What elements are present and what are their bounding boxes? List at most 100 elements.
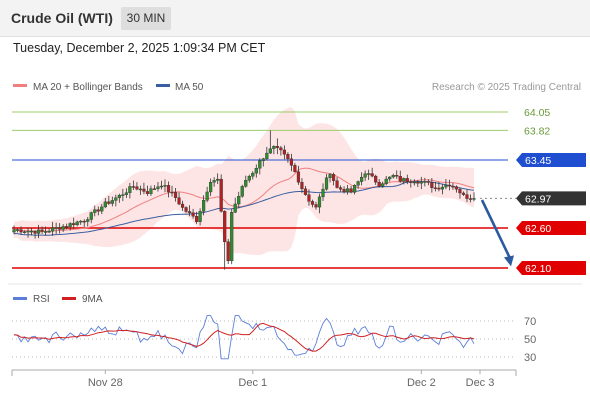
candle <box>272 145 276 155</box>
rsi-line <box>13 315 475 360</box>
candle-body <box>212 180 216 183</box>
candle-body <box>426 181 430 183</box>
candle <box>370 167 374 178</box>
candle <box>47 228 51 234</box>
candle <box>89 211 93 224</box>
price-label-text: 64.05 <box>524 107 550 119</box>
candlesticks <box>12 130 476 270</box>
candle-body <box>279 147 283 151</box>
candle-body <box>303 188 308 195</box>
candle-body <box>258 160 262 169</box>
candle-body <box>286 154 290 160</box>
candle-body <box>353 185 357 193</box>
ma20-legend-label: MA 20 + Bollinger Bands <box>33 82 143 93</box>
candle <box>388 176 392 182</box>
candle-body <box>244 180 248 187</box>
candle-body <box>430 182 434 188</box>
candle <box>402 177 406 185</box>
candle-body <box>96 209 100 212</box>
candle-body <box>93 209 97 213</box>
candle <box>261 157 265 167</box>
candle-body <box>142 188 146 192</box>
candle <box>223 210 227 270</box>
candle-body <box>458 189 462 194</box>
candle <box>465 189 469 203</box>
ma50-line <box>14 180 475 236</box>
candle-body <box>26 230 30 233</box>
candle <box>247 174 251 183</box>
candle <box>303 185 308 196</box>
x-tick-label: Dec 3 <box>466 377 495 389</box>
candle <box>100 204 104 215</box>
candle-body <box>177 197 181 205</box>
candle-body <box>135 186 139 190</box>
candle-body <box>265 152 269 159</box>
candle <box>36 224 41 239</box>
candle <box>451 182 455 190</box>
candle-body <box>36 229 41 234</box>
candle <box>374 174 378 185</box>
price-label-box <box>516 221 586 235</box>
candle-body <box>166 185 171 193</box>
candle <box>177 192 181 206</box>
candle-body <box>419 181 423 184</box>
candle <box>444 178 448 190</box>
timestamp: Tuesday, December 2, 2025 1:09:34 PM CET <box>13 41 266 55</box>
candle-body <box>149 188 153 194</box>
candle-body <box>412 181 416 184</box>
candle-body <box>131 186 135 188</box>
candle-body <box>103 201 107 208</box>
candle <box>437 181 441 192</box>
candle <box>384 176 388 186</box>
candle-body <box>226 241 230 262</box>
candle-body <box>461 192 466 195</box>
candle <box>310 199 315 208</box>
candle-body <box>163 185 167 187</box>
candle-body <box>416 181 420 184</box>
price-label-box <box>516 191 586 206</box>
rsi-tick-label: 70 <box>524 316 536 328</box>
candle <box>68 222 72 231</box>
price-label-2: 63.45 <box>516 153 586 167</box>
credit-text: Research © 2025 Trading Central <box>432 82 581 93</box>
candle <box>163 179 167 193</box>
candle <box>412 179 416 186</box>
candle-body <box>72 223 76 226</box>
candle <box>40 226 44 234</box>
candle-body <box>391 175 395 178</box>
candle-body <box>300 182 304 190</box>
candle-body <box>465 194 469 199</box>
candle <box>93 205 97 217</box>
candle <box>110 196 114 207</box>
candle-body <box>152 188 157 190</box>
candle <box>180 200 185 211</box>
timeframe-button[interactable]: 30 MIN <box>121 7 171 30</box>
candle <box>367 169 371 180</box>
candle-body <box>360 176 364 182</box>
chart-header: Crude Oil (WTI) 30 MIN <box>0 0 590 37</box>
candle-body <box>40 229 44 232</box>
candle-body <box>110 200 114 204</box>
candle <box>240 184 244 198</box>
candle-body <box>19 229 23 233</box>
candle-body <box>282 149 286 155</box>
candle <box>419 176 423 190</box>
rsi-legend-swatch <box>13 297 27 300</box>
price-label-1: 63.82 <box>524 125 550 137</box>
candle <box>72 217 76 229</box>
candle-body <box>381 183 385 187</box>
candle-body <box>233 203 237 213</box>
candle <box>275 138 279 155</box>
candle-body <box>138 188 143 191</box>
x-tick-label: Dec 1 <box>238 377 267 389</box>
candle <box>426 179 430 186</box>
candle <box>209 178 213 197</box>
ma20-legend-swatch <box>13 84 27 87</box>
candle <box>121 188 125 202</box>
candle-body <box>374 175 378 183</box>
candle <box>268 130 272 154</box>
candle-body <box>409 181 413 183</box>
candle-body <box>317 196 322 208</box>
candle <box>289 153 294 172</box>
